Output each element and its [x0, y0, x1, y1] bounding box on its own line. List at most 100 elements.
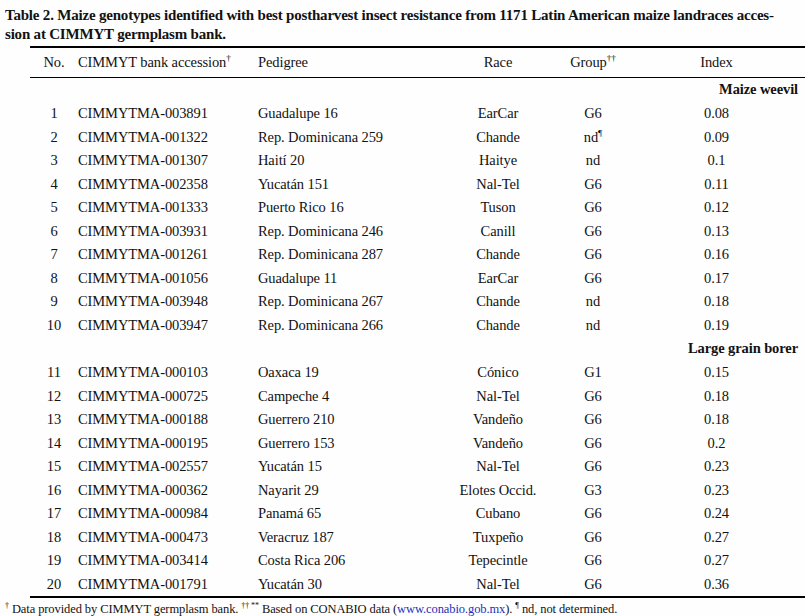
table-row: 3CIMMYTMA-001307Haití 20Haityend0.1: [30, 149, 805, 173]
footnote-text-2: Based on CONABIO data (: [262, 602, 397, 616]
cell-pedigree: Yucatán 30: [258, 572, 443, 597]
cell-no: 18: [30, 525, 78, 549]
cell-accession: CIMMYTMA-000473: [78, 525, 258, 549]
cell-pedigree: Guadalupe 16: [258, 102, 443, 126]
cell-group: G6: [553, 172, 633, 196]
cell-index: 0.2: [633, 431, 805, 455]
cell-index: 0.23: [633, 478, 805, 502]
conabio-link[interactable]: www.conabio.gob.mx: [397, 602, 505, 616]
cell-no: 1: [30, 102, 78, 126]
cell-index: 0.11: [633, 172, 805, 196]
cell-pedigree: Puerto Rico 16: [258, 196, 443, 220]
footnote-marker-pilcrow: ¶: [515, 602, 519, 610]
cell-accession: CIMMYTMA-001791: [78, 572, 258, 597]
cell-race: Vandeño: [443, 431, 553, 455]
column-header-race: Race: [443, 47, 553, 78]
column-header-accession: CIMMYT bank accession†: [78, 47, 258, 78]
cell-group: G6: [553, 572, 633, 597]
cell-race: Elotes Occid.: [443, 478, 553, 502]
cell-index: 0.17: [633, 266, 805, 290]
section-row: Large grain borer: [30, 337, 805, 361]
table-caption: Table 2. Maize genotypes identified with…: [0, 0, 805, 46]
cell-no: 9: [30, 290, 78, 314]
column-header-group: Group††: [553, 47, 633, 78]
section-label: Large grain borer: [30, 337, 805, 361]
cell-no: 8: [30, 266, 78, 290]
table-row: 16CIMMYTMA-000362Nayarit 29Elotes Occid.…: [30, 478, 805, 502]
column-header-pedigree: Pedigree: [258, 47, 443, 78]
cell-accession: CIMMYTMA-002358: [78, 172, 258, 196]
cell-no: 15: [30, 455, 78, 479]
cell-race: EarCar: [443, 102, 553, 126]
cell-accession: CIMMYTMA-000103: [78, 361, 258, 385]
cell-pedigree: Nayarit 29: [258, 478, 443, 502]
cell-accession: CIMMYTMA-003414: [78, 549, 258, 573]
cell-index: 0.12: [633, 196, 805, 220]
cell-no: 7: [30, 243, 78, 267]
cell-pedigree: Yucatán 151: [258, 172, 443, 196]
cell-group: G6: [553, 455, 633, 479]
cell-no: 13: [30, 408, 78, 432]
cell-race: Nal-Tel: [443, 172, 553, 196]
cell-race: Tuxpeño: [443, 525, 553, 549]
cell-accession: CIMMYTMA-003947: [78, 313, 258, 337]
cell-no: 19: [30, 549, 78, 573]
table-row: 8CIMMYTMA-001056Guadalupe 11EarCarG60.17: [30, 266, 805, 290]
cell-no: 10: [30, 313, 78, 337]
cell-pedigree: Oaxaca 19: [258, 361, 443, 385]
table-row: 2CIMMYTMA-001322Rep. Dominicana 259Chand…: [30, 125, 805, 149]
cell-group: G6: [553, 196, 633, 220]
cell-race: Nal-Tel: [443, 572, 553, 597]
table-row: 15CIMMYTMA-002557Yucatán 15Nal-TelG60.23: [30, 455, 805, 479]
cell-pedigree: Panamá 65: [258, 502, 443, 526]
cell-no: 11: [30, 361, 78, 385]
cell-group: G6: [553, 431, 633, 455]
cell-group: G6: [553, 408, 633, 432]
cell-group: G6: [553, 525, 633, 549]
table-row: 10CIMMYTMA-003947Rep. Dominicana 266Chan…: [30, 313, 805, 337]
cell-index: 0.27: [633, 525, 805, 549]
cell-index: 0.15: [633, 361, 805, 385]
cell-accession: CIMMYTMA-000195: [78, 431, 258, 455]
table-row: 14CIMMYTMA-000195Guerrero 153VandeñoG60.…: [30, 431, 805, 455]
cell-accession: CIMMYTMA-000725: [78, 384, 258, 408]
cell-group: G6: [553, 243, 633, 267]
cell-index: 0.18: [633, 384, 805, 408]
cell-race: Chande: [443, 243, 553, 267]
cell-race: Tuson: [443, 196, 553, 220]
cell-group: G1: [553, 361, 633, 385]
cell-race: Canill: [443, 219, 553, 243]
table-row: 13CIMMYTMA-000188Guerrero 210VandeñoG60.…: [30, 408, 805, 432]
caption-line1: Table 2. Maize genotypes identified with…: [5, 6, 801, 25]
cell-race: Vandeño: [443, 408, 553, 432]
cell-no: 2: [30, 125, 78, 149]
cell-race: Nal-Tel: [443, 455, 553, 479]
cell-no: 4: [30, 172, 78, 196]
cell-pedigree: Veracruz 187: [258, 525, 443, 549]
cell-pedigree: Guerrero 210: [258, 408, 443, 432]
cell-accession: CIMMYTMA-001261: [78, 243, 258, 267]
table-header: No.CIMMYT bank accession†PedigreeRaceGro…: [30, 47, 805, 78]
cell-pedigree: Guadalupe 11: [258, 266, 443, 290]
cell-index: 0.24: [633, 502, 805, 526]
cell-index: 0.1: [633, 149, 805, 173]
table-row: 4CIMMYTMA-002358Yucatán 151Nal-TelG60.11: [30, 172, 805, 196]
superscript-marker: ††: [607, 53, 616, 63]
cell-accession: CIMMYTMA-000984: [78, 502, 258, 526]
column-header-index: Index: [633, 47, 805, 78]
cell-accession: CIMMYTMA-001307: [78, 149, 258, 173]
cell-no: 3: [30, 149, 78, 173]
cell-race: Tepecintle: [443, 549, 553, 573]
cell-no: 6: [30, 219, 78, 243]
table-row: 17CIMMYTMA-000984Panamá 65CubanoG60.24: [30, 502, 805, 526]
cell-group: G6: [553, 502, 633, 526]
cell-no: 5: [30, 196, 78, 220]
cell-group: nd¶: [553, 125, 633, 149]
table-row: 1CIMMYTMA-003891Guadalupe 16EarCarG60.08: [30, 102, 805, 126]
cell-index: 0.08: [633, 102, 805, 126]
cell-race: Chande: [443, 313, 553, 337]
table-row: 6CIMMYTMA-003931Rep. Dominicana 246Canil…: [30, 219, 805, 243]
cell-index: 0.09: [633, 125, 805, 149]
cell-group: G6: [553, 219, 633, 243]
footnote-text-3: ).: [505, 602, 512, 616]
